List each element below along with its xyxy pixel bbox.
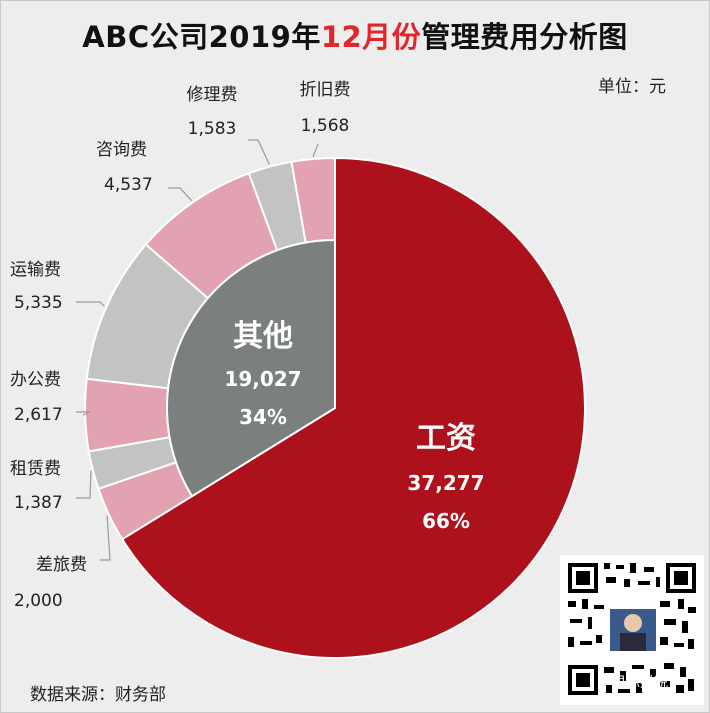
title-highlight: 12月份 <box>320 20 422 54</box>
label-office-name: 办公费 <box>10 370 61 390</box>
label-other-value: 19,027 <box>224 367 301 391</box>
leader-line-repair <box>248 139 270 165</box>
leader-line-travel <box>100 515 111 561</box>
leader-line-transport <box>76 301 105 307</box>
leader-lines <box>76 139 319 561</box>
label-travel-name: 差旅费 <box>36 555 87 575</box>
title-suffix: 管理费用分析图 <box>421 20 628 54</box>
chart-title: ABC公司2019年12月份管理费用分析图 <box>0 14 710 56</box>
slice-other <box>166 238 336 498</box>
label-transport-value: 5,335 <box>14 293 63 313</box>
qr-code <box>560 555 704 705</box>
label-wages-value: 37,277 <box>407 471 484 495</box>
leader-line-depreciation <box>312 143 319 158</box>
leader-line-office <box>76 411 91 416</box>
label-wages-percent: 66% <box>422 509 470 533</box>
slices <box>84 156 586 659</box>
leader-line-rent <box>76 470 92 499</box>
label-travel-value: 2,000 <box>14 591 63 611</box>
label-transport-name: 运输费 <box>10 260 61 280</box>
label-other-name: 其他 <box>233 319 293 354</box>
label-repair-value: 1,583 <box>188 119 237 139</box>
leader-line-consulting <box>168 187 193 202</box>
watermark-text: 思源财税 <box>612 675 668 691</box>
label-office-value: 2,617 <box>14 405 63 425</box>
label-depreciation-value: 1,568 <box>301 116 350 136</box>
unit-label: 单位：元 <box>598 77 666 97</box>
label-wages-name: 工资 <box>416 421 476 456</box>
label-depreciation-name: 折旧费 <box>300 80 351 100</box>
label-rent-name: 租赁费 <box>10 459 61 479</box>
data-labels: 工资 37,277 66% 其他 19,027 34% 差旅费 2,000 租赁费 1,387 办公… <box>10 80 485 611</box>
label-repair-name: 修理费 <box>187 85 238 105</box>
label-consulting-name: 咨询费 <box>96 140 147 160</box>
slice-wages <box>120 156 586 659</box>
label-other-percent: 34% <box>239 405 287 429</box>
label-rent-value: 1,387 <box>14 493 63 513</box>
source-label: 数据来源：财务部 <box>30 685 166 705</box>
title-prefix: ABC公司2019年 <box>82 20 321 54</box>
label-consulting-value: 4,537 <box>104 175 153 195</box>
